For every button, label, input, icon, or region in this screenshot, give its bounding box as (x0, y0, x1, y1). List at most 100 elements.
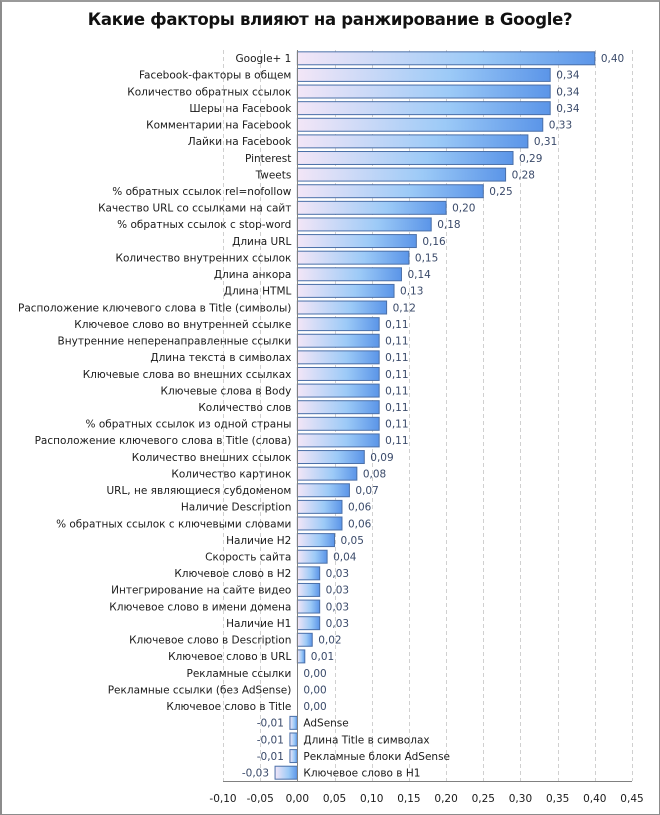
x-tick-label: 0,15 (397, 793, 420, 805)
x-tick-label: 0,45 (620, 793, 643, 805)
x-tick-label: 0,00 (286, 793, 309, 805)
category-label: Pinterest (245, 153, 291, 165)
value-label: 0,33 (549, 120, 572, 132)
bar (296, 67, 551, 82)
value-label: 0,28 (512, 169, 535, 181)
bar (296, 267, 402, 282)
x-tick-labels: -0,10 -0,05 0,00 0,05 0,10 0,15 0,20 0,25 0,30 0,… (209, 793, 643, 805)
value-labels: 0,40 0,34 0,34 0,34 0,33 0,31 0,29 0,280,25 0,20… (242, 53, 624, 779)
value-label: 0,25 (489, 186, 512, 198)
bar (296, 649, 306, 664)
bar (296, 117, 544, 132)
x-tick-label: 0,30 (509, 793, 532, 805)
bar (296, 599, 321, 614)
bar (296, 151, 514, 165)
x-tick-label: -0,05 (247, 793, 274, 805)
bar (296, 450, 365, 465)
category-label: Ключевое слово в URL (168, 651, 291, 663)
category-label: Длина Title в символах (303, 734, 429, 746)
category-label: Ключевые слова в Body (161, 385, 292, 397)
bar (296, 499, 343, 514)
value-label: -0,01 (257, 751, 284, 763)
value-label: 0,11 (385, 336, 408, 348)
bar (296, 566, 321, 581)
bar (296, 234, 417, 249)
value-label: 0,01 (311, 651, 334, 663)
category-label: Расположение ключевого слова в Title (сл… (35, 435, 292, 447)
value-label: 0,04 (333, 552, 357, 564)
category-label: Внутренние неперенаправленные ссылки (58, 336, 292, 348)
value-label: 0,13 (400, 286, 423, 298)
category-label: Расположение ключевого слова в Title (си… (18, 302, 291, 314)
value-label: 0,34 (556, 86, 580, 98)
value-label: 0,12 (393, 302, 416, 314)
bar (296, 317, 380, 332)
bar (289, 749, 298, 764)
x-tick-label: 0,25 (472, 793, 495, 805)
category-label: % обратных ссылок с stop-word (117, 219, 291, 231)
value-label: 0,16 (422, 236, 446, 248)
category-label: Длина HTML (224, 286, 292, 298)
bar (296, 549, 328, 564)
x-tick-label: 0,35 (546, 793, 569, 805)
value-label: 0,18 (437, 219, 460, 231)
bar (296, 333, 380, 348)
bar (289, 732, 298, 747)
category-label: Длина URL (232, 236, 291, 248)
category-label: Наличие H1 (226, 618, 291, 630)
category-label: Количество картинок (171, 468, 291, 480)
bar (296, 483, 350, 498)
value-label: 0,34 (556, 103, 580, 115)
category-label: Длина текста в символах (150, 352, 291, 364)
bar (296, 84, 551, 99)
bar (296, 466, 358, 481)
category-label: Ключевое слово в H1 (303, 767, 420, 779)
category-label: Шеры на Facebook (189, 103, 292, 115)
value-label: -0,03 (242, 767, 269, 779)
bar (296, 167, 507, 182)
category-label: Facebook-факторы в общем (139, 70, 291, 82)
value-label: 0,03 (326, 585, 349, 597)
value-label: 0,20 (452, 203, 475, 215)
value-label: 0,03 (326, 568, 349, 580)
category-label: Количество обратных ссылок (127, 86, 291, 98)
value-label: 0,11 (385, 419, 408, 431)
category-label: Ключевое слово в имени домена (109, 601, 291, 613)
value-label: 0,11 (385, 435, 408, 447)
category-label: Скорость сайта (205, 552, 291, 564)
value-label: 0,06 (348, 518, 372, 530)
category-label: Лайки на Facebook (188, 136, 293, 148)
bar (296, 51, 596, 66)
category-label: Наличие Description (181, 502, 292, 514)
x-tick-label: 0,20 (434, 793, 457, 805)
category-label: Интегрирование на сайте видео (111, 585, 291, 597)
value-label: 0,00 (303, 684, 326, 696)
value-label: 0,40 (601, 53, 624, 65)
value-label: -0,01 (257, 718, 284, 730)
bar (296, 400, 380, 415)
bar (296, 383, 380, 398)
chart-title: Какие факторы влияют на ранжирование в G… (87, 10, 573, 29)
value-label: 0,31 (534, 136, 557, 148)
bar (296, 582, 321, 597)
value-label: 0,09 (370, 452, 393, 464)
value-label: 0,11 (385, 369, 408, 381)
value-label: 0,05 (341, 535, 364, 547)
bar (296, 433, 380, 448)
category-label: Качество URL со ссылками на сайт (98, 203, 291, 215)
x-tick-label: 0,10 (360, 793, 383, 805)
x-tick-label: 0,05 (323, 793, 346, 805)
category-label: Длина анкора (214, 269, 292, 281)
category-label: Tweets (255, 169, 292, 181)
axes (223, 50, 632, 782)
bar (296, 533, 336, 548)
category-label: Рекламные ссылки (без AdSense) (108, 684, 292, 696)
bar (296, 184, 484, 199)
bar (296, 416, 380, 431)
category-label: Ключевые слова во внешних ссылках (83, 369, 292, 381)
category-label: Ключевое слово во внутренней ссылке (74, 319, 291, 331)
category-label: URL, не являющиеся субдоменом (106, 485, 291, 497)
bars (274, 51, 596, 780)
category-label: Ключевое слово в H2 (174, 568, 291, 580)
category-label: AdSense (303, 718, 348, 730)
